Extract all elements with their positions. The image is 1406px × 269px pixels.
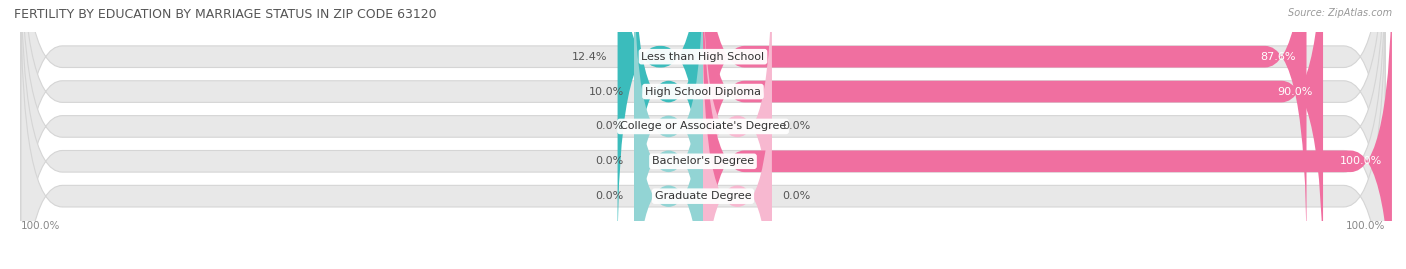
Text: 0.0%: 0.0% xyxy=(782,191,810,201)
FancyBboxPatch shape xyxy=(21,0,1385,269)
Text: 87.6%: 87.6% xyxy=(1261,52,1296,62)
Text: 90.0%: 90.0% xyxy=(1277,87,1313,97)
FancyBboxPatch shape xyxy=(703,0,1392,269)
Text: Source: ZipAtlas.com: Source: ZipAtlas.com xyxy=(1288,8,1392,18)
FancyBboxPatch shape xyxy=(703,0,772,269)
FancyBboxPatch shape xyxy=(634,0,703,255)
Text: 12.4%: 12.4% xyxy=(572,52,607,62)
FancyBboxPatch shape xyxy=(21,0,1385,269)
FancyBboxPatch shape xyxy=(634,33,703,269)
Text: Graduate Degree: Graduate Degree xyxy=(655,191,751,201)
FancyBboxPatch shape xyxy=(634,0,703,269)
Text: 0.0%: 0.0% xyxy=(596,191,624,201)
Text: 0.0%: 0.0% xyxy=(782,121,810,132)
FancyBboxPatch shape xyxy=(703,0,1306,255)
FancyBboxPatch shape xyxy=(703,33,772,269)
FancyBboxPatch shape xyxy=(21,0,1385,269)
Text: FERTILITY BY EDUCATION BY MARRIAGE STATUS IN ZIP CODE 63120: FERTILITY BY EDUCATION BY MARRIAGE STATU… xyxy=(14,8,437,21)
Text: College or Associate's Degree: College or Associate's Degree xyxy=(620,121,786,132)
FancyBboxPatch shape xyxy=(21,0,1385,255)
Text: 100.0%: 100.0% xyxy=(1346,221,1385,231)
Text: 0.0%: 0.0% xyxy=(596,156,624,166)
Text: High School Diploma: High School Diploma xyxy=(645,87,761,97)
Text: Less than High School: Less than High School xyxy=(641,52,765,62)
FancyBboxPatch shape xyxy=(21,0,1385,269)
FancyBboxPatch shape xyxy=(634,0,703,269)
FancyBboxPatch shape xyxy=(617,0,703,255)
Text: 10.0%: 10.0% xyxy=(589,87,624,97)
Text: 0.0%: 0.0% xyxy=(596,121,624,132)
Text: 100.0%: 100.0% xyxy=(1340,156,1382,166)
Text: Bachelor's Degree: Bachelor's Degree xyxy=(652,156,754,166)
FancyBboxPatch shape xyxy=(703,0,1323,269)
Text: 100.0%: 100.0% xyxy=(21,221,60,231)
